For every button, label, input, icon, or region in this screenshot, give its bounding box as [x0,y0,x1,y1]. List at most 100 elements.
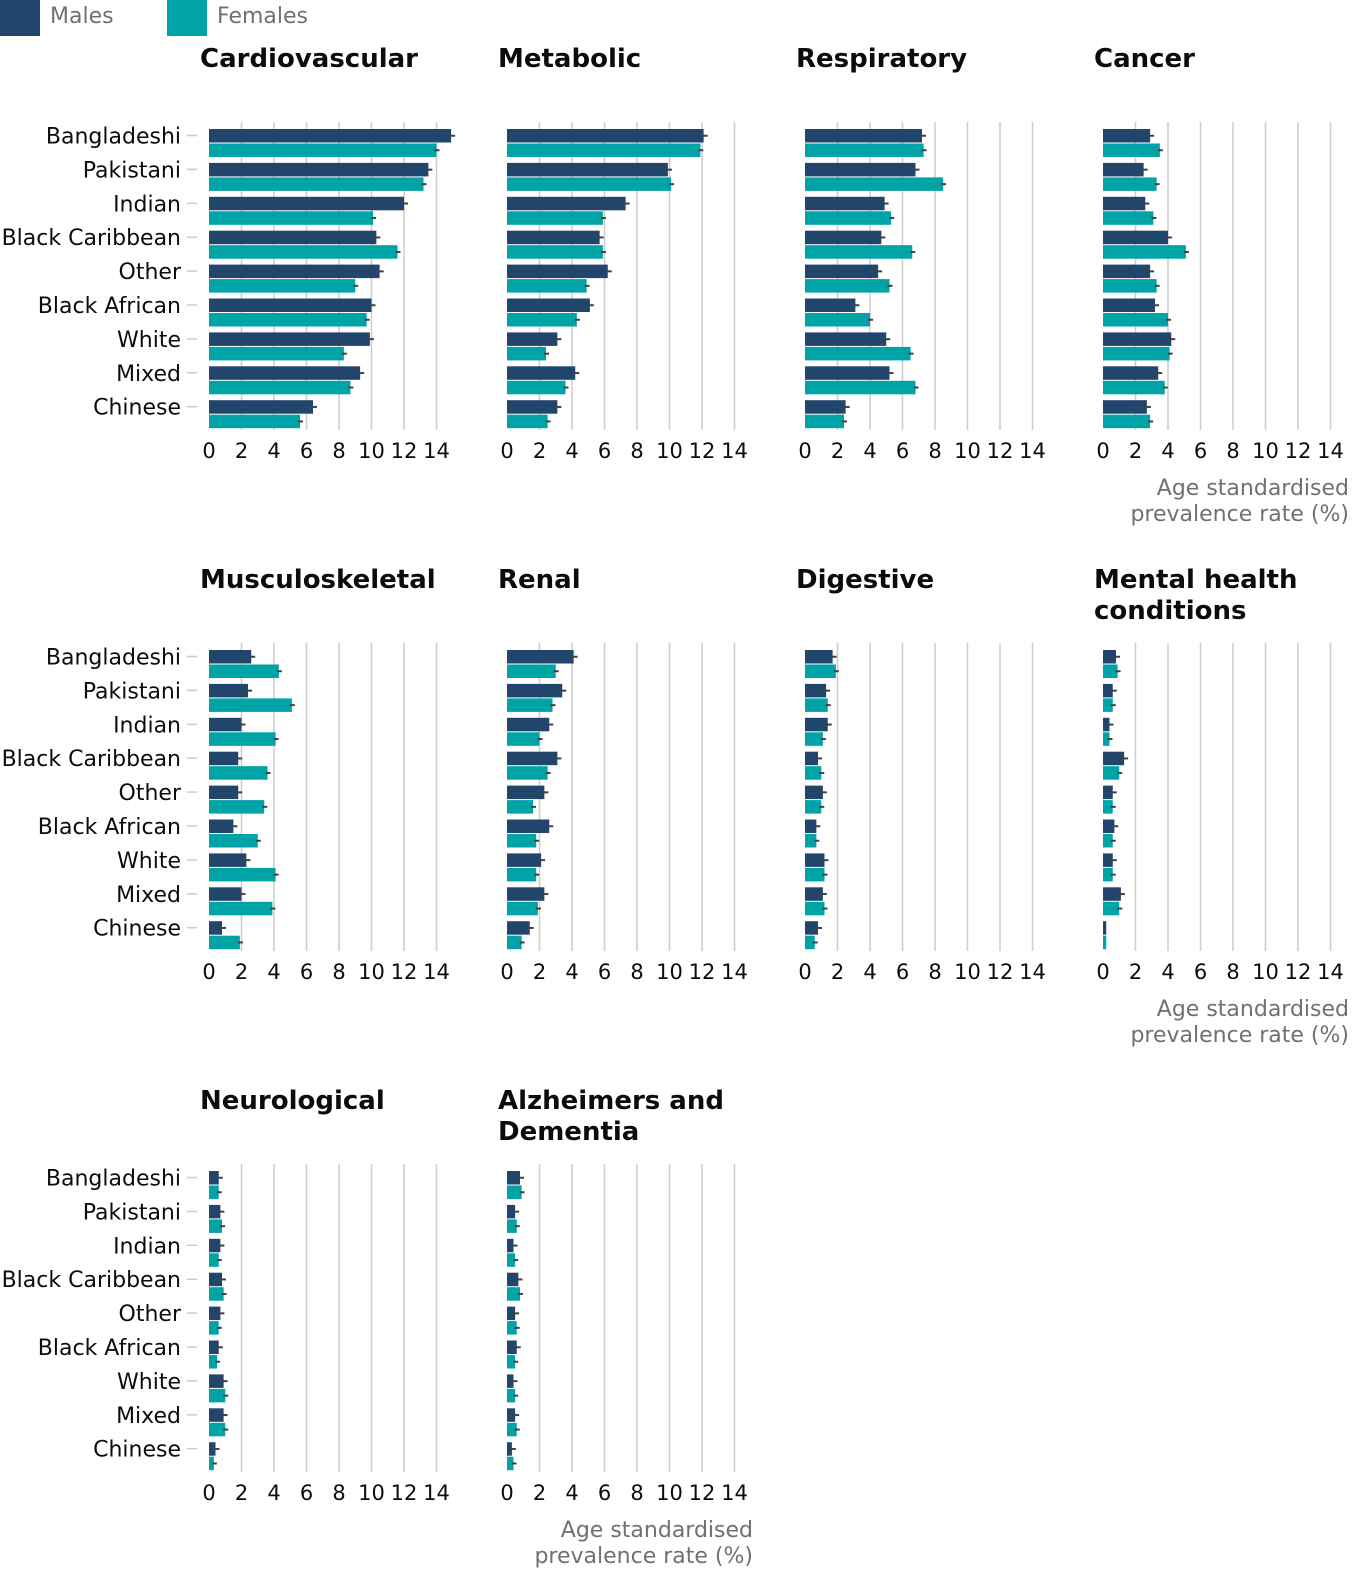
panel-title: Mental health conditions [1094,565,1298,626]
panel-musculoskeletal: Musculoskeletal Bangladeshi Pakistani India… [2,565,450,984]
x-tick-label: 10 [358,1481,385,1505]
bar-males [805,264,879,279]
bar-males [507,683,563,698]
bar-females [507,279,587,293]
category-label: Pakistani [83,158,181,183]
x-tick-label: 8 [332,1481,345,1505]
category-label: Mixed [116,362,181,387]
bar-females [209,766,268,780]
bar-males [805,683,827,698]
x-tick-label: 12 [689,1481,716,1505]
bar-males [1103,400,1147,414]
panel-title: Neurological [200,1086,385,1116]
bar-females [209,1253,219,1267]
bar-females [1103,867,1113,882]
bar-females [507,245,603,259]
bar-females [805,346,911,361]
x-tick-label: 12 [391,1481,418,1505]
bar-females [507,313,577,327]
bar-males [805,162,916,177]
category-label: Black Caribbean [2,226,181,251]
bar-males [1103,853,1113,867]
bar-males [209,366,361,380]
x-tick-label: 14 [1019,960,1046,984]
x-tick-label: 8 [928,960,941,984]
bar-females [209,732,276,746]
x-tick-label: 2 [1129,960,1142,984]
panel-title: Metabolic [498,44,641,74]
x-tick-label: 6 [598,439,611,463]
bar-males [1103,717,1110,732]
category-label: Mixed [116,1404,181,1429]
bar-males [209,332,370,346]
x-tick-label: 6 [1194,960,1207,984]
bar-males [209,717,242,732]
bar-females [209,143,437,157]
bar-females [209,380,351,395]
x-axis-label: prevalence rate (%) [534,1544,753,1569]
bar-females [209,800,265,814]
x-tick-label: 0 [500,1481,513,1505]
x-tick-label: 14 [423,960,450,984]
x-tick-label: 10 [656,1481,683,1505]
bar-males [507,785,545,800]
x-tick-label: 0 [202,1481,215,1505]
bar-females [507,901,538,916]
bar-females [1103,414,1151,429]
x-tick-label: 4 [565,1481,578,1505]
x-tick-label: 12 [391,439,418,463]
bar-males [507,332,558,346]
panel-cancer: Cancer 0 2 4 6 8 10 12 14 Age standardisedprevale… [1094,44,1349,527]
category-label: Black African [38,1336,181,1361]
bar-males [1103,751,1125,766]
x-tick-label: 6 [300,960,313,984]
x-axis-label: prevalence rate (%) [1130,1023,1349,1048]
legend-label-females: Females [217,4,309,29]
category-label: Mixed [116,883,181,908]
x-tick-label: 10 [656,960,683,984]
bar-females [1103,245,1186,259]
bar-females [209,1355,218,1369]
bar-females [507,346,546,361]
panel-respiratory: Respiratory 0 2 4 6 8 10 12 14 [796,44,1046,463]
bar-males [1103,650,1116,664]
panel-mental-health-conditions: Mental health conditions 0 2 4 6 8 10 12 14 Age st… [1094,565,1349,1048]
x-tick-label: 6 [1194,439,1207,463]
bar-males [1103,819,1115,833]
bar-females [805,935,815,950]
x-tick-label: 6 [300,439,313,463]
x-tick-label: 2 [235,1481,248,1505]
bar-males [805,751,818,766]
bar-females [209,1422,226,1437]
x-tick-label: 12 [689,960,716,984]
category-label: Chinese [93,396,181,421]
bar-males [1103,298,1155,312]
panel-title: Alzheimers and Dementia [498,1086,724,1147]
bar-females [507,177,672,191]
bar-females [507,834,537,848]
panel-digestive: Digestive 0 2 4 6 8 10 12 14 [796,565,1046,984]
bar-females [805,698,828,712]
bar-females [209,664,279,678]
bar-males [507,230,600,245]
bar-females [507,1355,516,1369]
category-label: Indian [113,192,181,217]
x-tick-label: 2 [831,960,844,984]
bar-males [507,1204,516,1219]
x-tick-label: 4 [267,1481,280,1505]
bar-females [507,1185,522,1199]
bar-females [209,1185,219,1199]
bar-males [507,887,545,901]
bar-males [507,921,530,935]
x-tick-label: 12 [689,439,716,463]
x-tick-label: 10 [358,439,385,463]
x-tick-label: 12 [1285,960,1312,984]
bar-males [209,1272,222,1287]
category-label: White [117,1370,181,1395]
bar-females [805,766,822,780]
x-tick-label: 14 [721,439,748,463]
panel-title: Cancer [1094,44,1195,74]
x-tick-label: 12 [391,960,418,984]
bar-males [1103,887,1121,901]
